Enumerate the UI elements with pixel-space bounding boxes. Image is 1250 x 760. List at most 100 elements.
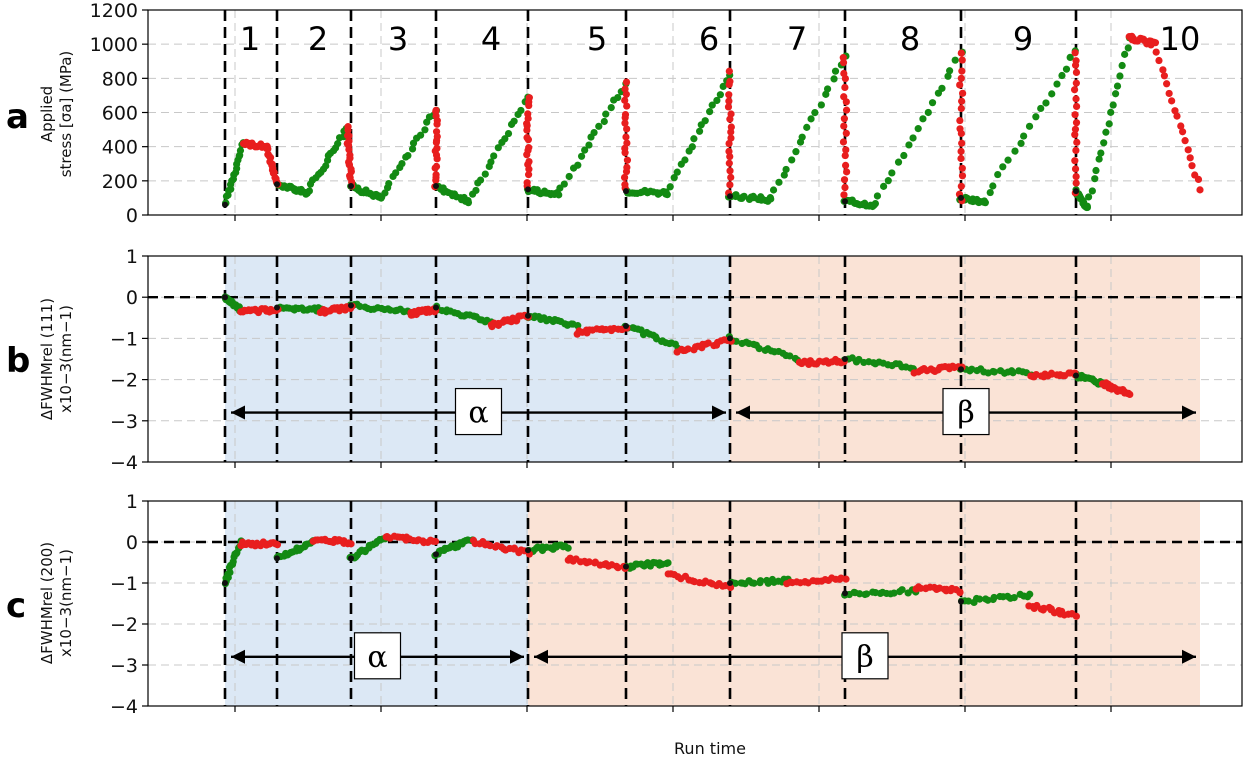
- loading-point: [381, 189, 389, 197]
- loading-point: [1118, 61, 1126, 70]
- unloading-point: [345, 132, 353, 140]
- unloading-point: [1126, 390, 1134, 399]
- unloading-point: [1184, 146, 1192, 154]
- loading-point: [951, 56, 959, 64]
- arrow-head-left: [736, 405, 750, 420]
- unloading-point: [622, 78, 631, 86]
- cycle-start-point: [958, 366, 964, 373]
- loading-point: [976, 595, 984, 603]
- unloading-point: [725, 80, 733, 89]
- loading-point: [421, 126, 429, 134]
- cycle-start-point: [348, 302, 354, 309]
- cycle-start-point: [274, 304, 280, 311]
- loading-point: [560, 180, 568, 188]
- loading-point: [769, 186, 778, 194]
- unloading-point: [622, 90, 630, 98]
- loading-point: [732, 337, 740, 345]
- unloading-point: [842, 146, 850, 154]
- loading-point: [798, 133, 806, 141]
- loading-point: [504, 129, 513, 138]
- loading-point: [1091, 175, 1099, 183]
- unloading-point: [840, 115, 848, 123]
- unloading-point: [344, 126, 352, 134]
- y-tick-label: 1000: [90, 34, 138, 56]
- y-tick-label: 0: [126, 287, 138, 309]
- unloading-point: [1072, 68, 1081, 77]
- unloading-point: [957, 147, 965, 155]
- loading-point: [614, 93, 622, 102]
- loading-point: [740, 192, 748, 200]
- unloading-point: [1186, 154, 1194, 162]
- cycle-label: 8: [900, 20, 920, 58]
- loading-point: [416, 131, 425, 139]
- unloading-point: [957, 74, 965, 82]
- unloading-point: [623, 156, 632, 164]
- panel-b-label: b: [6, 341, 30, 381]
- cycle-label: 5: [587, 20, 607, 58]
- cycle-start-point: [623, 323, 629, 330]
- unloading-point: [958, 172, 967, 180]
- y-tick-label: −3: [110, 411, 138, 433]
- unloading-point: [1171, 107, 1179, 115]
- loading-point: [681, 156, 689, 164]
- unloading-point: [1159, 66, 1167, 74]
- cycle-start-point: [222, 294, 228, 301]
- loading-point: [823, 85, 832, 93]
- unloading-point: [726, 115, 734, 123]
- loading-point: [385, 179, 393, 188]
- unloading-point: [958, 56, 966, 64]
- unloading-point: [347, 540, 355, 548]
- unloading-point: [1072, 119, 1081, 127]
- y-tick-label: 600: [102, 103, 138, 125]
- cycle-start-point: [348, 182, 354, 189]
- loading-point: [888, 169, 896, 177]
- unloading-point: [726, 167, 734, 175]
- loading-point: [830, 75, 838, 83]
- cycle-start-point: [958, 194, 964, 201]
- y-tick-label: −2: [110, 614, 138, 636]
- unloading-point: [684, 345, 692, 353]
- unloading-point: [958, 67, 966, 75]
- loading-point: [989, 182, 997, 190]
- loading-point: [713, 96, 721, 105]
- unloading-point: [725, 139, 733, 148]
- region-label-β: β: [957, 396, 974, 431]
- loading-point: [780, 171, 788, 179]
- unloading-point: [842, 575, 850, 583]
- cycle-label: 7: [787, 20, 807, 58]
- loading-point: [775, 178, 783, 186]
- y-tick-label: −3: [110, 655, 138, 677]
- unloading-point: [621, 119, 629, 127]
- loading-point: [807, 115, 815, 123]
- unloading-point: [1071, 165, 1080, 173]
- unloading-point: [725, 67, 733, 75]
- unloading-point: [622, 133, 630, 141]
- unloading-point: [957, 129, 965, 138]
- region-label-α: α: [468, 396, 488, 431]
- arrow-head-left: [231, 405, 245, 420]
- loading-point: [404, 151, 412, 160]
- loading-point: [1032, 113, 1040, 121]
- loading-point: [581, 146, 589, 154]
- loading-point: [706, 108, 714, 116]
- loading-point: [1111, 90, 1120, 98]
- unloading-point: [958, 164, 966, 172]
- loading-point: [690, 135, 698, 143]
- loading-point: [673, 168, 681, 176]
- unloading-point: [1072, 172, 1080, 181]
- cycle-start-point: [433, 551, 439, 558]
- loading-point: [928, 99, 937, 107]
- y-tick-label: −1: [110, 328, 138, 350]
- y-tick-label: −2: [110, 370, 138, 392]
- cycle-label: 1: [240, 20, 260, 58]
- loading-point: [555, 191, 563, 199]
- unloading-point: [620, 173, 629, 182]
- loading-point: [607, 103, 615, 112]
- panel-a: a Applied stress [σa] (MPa) 0 200 400 600 80…: [6, 0, 1243, 227]
- y-tick-label: 200: [102, 171, 138, 193]
- y-tick-label: 1200: [90, 0, 138, 22]
- cycle-start-point: [525, 186, 531, 193]
- unloading-point: [621, 114, 629, 122]
- plot-frame: [147, 255, 1243, 463]
